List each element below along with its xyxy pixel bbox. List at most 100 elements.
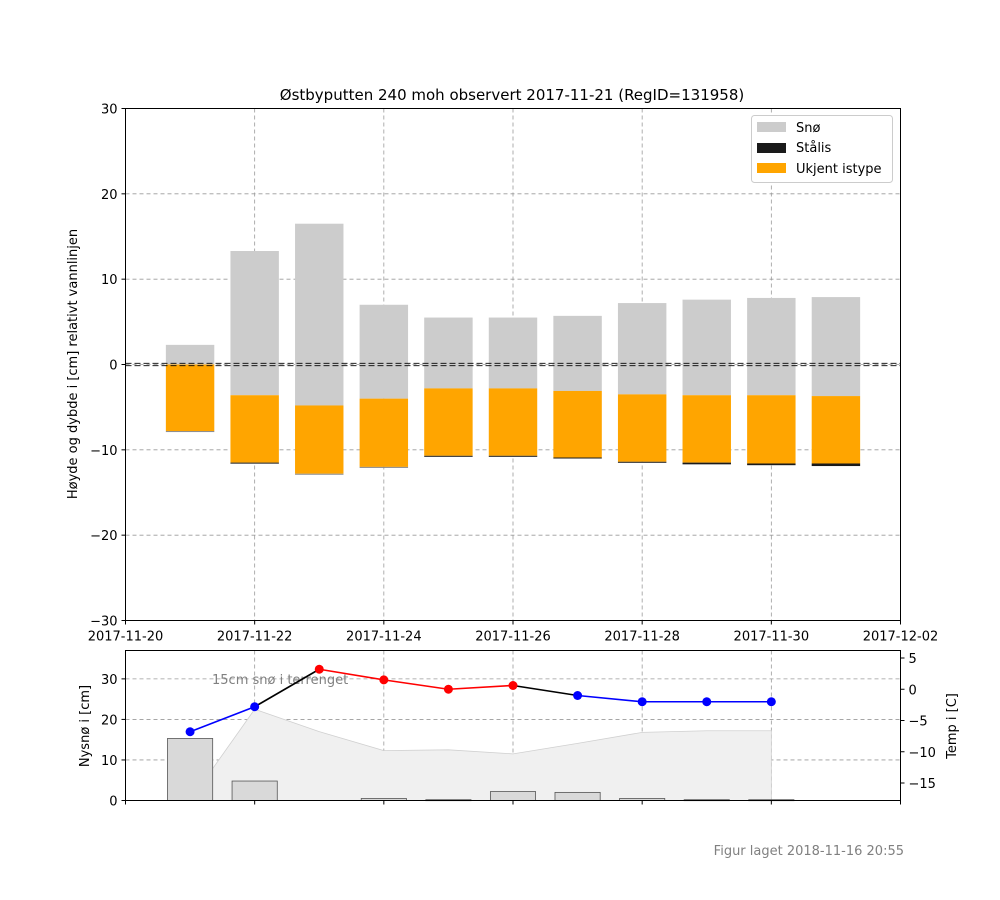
temp-point	[250, 702, 260, 712]
ukjent-istype-bar	[682, 395, 731, 463]
temp-segment	[319, 668, 384, 681]
ukjent-istype-bar	[553, 390, 602, 458]
temp-segment	[254, 668, 320, 708]
temp-segment	[512, 684, 578, 697]
ukjent-istype-bar	[747, 395, 796, 464]
snow-bar	[811, 297, 861, 397]
bottom-x-ticks	[125, 800, 901, 805]
ukjent-istype-bar	[811, 396, 861, 464]
ukjent-istype-bar	[424, 388, 473, 456]
top-y-tick-label: 0	[109, 359, 117, 374]
top-bars	[165, 223, 861, 475]
bottom-right-tick-label: −10	[909, 746, 936, 761]
new-snow-bar	[489, 791, 537, 801]
snow-bar	[424, 317, 473, 389]
top-x-tick-label: 2017-11-22	[217, 630, 293, 645]
top-x-tick-label: 2017-11-28	[604, 630, 680, 645]
top-y-tick-label: −10	[90, 444, 117, 459]
stalis-bar	[811, 463, 861, 467]
top-x-ticks: 2017-11-20 2017-11-22 2017-11-24 2017-11-26…	[88, 620, 939, 645]
top-y-tick-label: 20	[101, 188, 118, 203]
legend-label-stalis: Stålis	[796, 141, 832, 156]
top-y-ticks: 30 20 10 0 −10 −20 −30	[90, 103, 126, 630]
legend-swatch-ukjent	[757, 163, 786, 173]
top-x-tick-label: 2017-12-02	[863, 630, 939, 645]
bottom-y-ticks: 0 10 20 30	[101, 673, 126, 810]
bottom-right-tick-label: −5	[909, 715, 928, 730]
bottom-right-tick-label: 5	[909, 652, 917, 667]
snow-bar	[617, 303, 667, 395]
temp-point	[637, 697, 647, 707]
ukjent-istype-bar	[295, 405, 344, 474]
stalis-bar	[359, 466, 409, 468]
bottom-y-tick-label: 10	[101, 754, 118, 769]
new-snow-bar	[167, 738, 214, 801]
temp-point	[443, 684, 453, 694]
top-x-tick-label: 2017-11-20	[88, 630, 164, 645]
ukjent-istype-bar	[165, 364, 215, 432]
ukjent-istype-bar	[359, 398, 409, 467]
top-y-tick-label: −20	[90, 529, 117, 544]
new-snow-bar	[554, 791, 601, 801]
temperature-line	[185, 664, 776, 737]
legend-box	[751, 115, 893, 183]
footer-timestamp: Figur laget 2018-11-16 20:55	[714, 844, 904, 859]
stalis-bar	[165, 431, 215, 433]
snow-bar	[488, 317, 538, 389]
top-x-tick-label: 2017-11-30	[734, 630, 810, 645]
top-y-tick-label: 30	[101, 103, 118, 118]
stalis-bar	[230, 462, 279, 464]
stalis-bar	[617, 461, 667, 463]
bottom-right-tick-label: −15	[909, 777, 936, 792]
new-snow-axis-label: Nysnø i [cm]	[78, 685, 93, 767]
bottom-y-ticks-right: 5 0 −5 −10 −15	[900, 652, 936, 792]
ukjent-istype-bar	[488, 388, 538, 456]
bottom-right-tick-label: 0	[909, 683, 917, 698]
stalis-bar	[424, 455, 473, 457]
ukjent-istype-bar	[230, 395, 279, 463]
temp-segment	[577, 694, 643, 703]
temp-point	[508, 681, 518, 690]
legend-label-ukjent: Ukjent istype	[796, 162, 882, 177]
bottom-y-tick-label: 0	[109, 795, 117, 810]
ukjent-istype-bar	[617, 394, 667, 462]
temp-point	[766, 697, 776, 707]
snow-depth-area	[189, 708, 772, 801]
legend-swatch-sno	[757, 122, 786, 132]
stalis-bar	[682, 462, 731, 465]
snow-bar	[682, 299, 731, 396]
y-axis-label: Høyde og dybde i [cm] relativt vannlinje…	[66, 229, 81, 499]
temp-segment	[448, 684, 514, 691]
stalis-bar	[553, 457, 602, 459]
top-y-tick-label: 10	[101, 273, 118, 288]
snow-bar	[747, 297, 796, 396]
top-x-tick-label: 2017-11-24	[346, 630, 422, 645]
legend-swatch-stalis	[757, 143, 786, 153]
top-y-tick-label: −30	[90, 615, 117, 630]
bottom-y-tick-label: 30	[101, 673, 118, 688]
stalis-bar	[488, 455, 538, 457]
snow-bar	[295, 223, 344, 406]
temp-point	[379, 675, 389, 685]
bottom-y-tick-label: 20	[101, 713, 118, 728]
snow-bar	[553, 315, 602, 391]
snow-bar	[165, 344, 215, 365]
temp-point	[702, 697, 712, 707]
top-x-tick-label: 2017-11-26	[475, 630, 551, 645]
snow-bar	[359, 304, 409, 399]
terrain-snow-annotation: 15cm snø i terrenget	[212, 673, 348, 688]
temp-point	[314, 664, 324, 674]
snow-bar	[230, 251, 279, 396]
temp-point	[185, 727, 195, 737]
legend-label-sno: Snø	[796, 121, 820, 136]
chart-title: Østbyputten 240 moh observert 2017-11-21…	[280, 86, 744, 104]
temp-point	[573, 691, 583, 700]
stalis-bar	[747, 463, 796, 466]
temp-segment	[189, 706, 255, 733]
stalis-bar	[295, 473, 344, 475]
temp-axis-label: Temp i [C]	[945, 693, 960, 760]
temp-segment	[383, 679, 449, 691]
waterline	[125, 362, 901, 367]
legend: Snø Stålis Ukjent istype	[751, 115, 893, 183]
